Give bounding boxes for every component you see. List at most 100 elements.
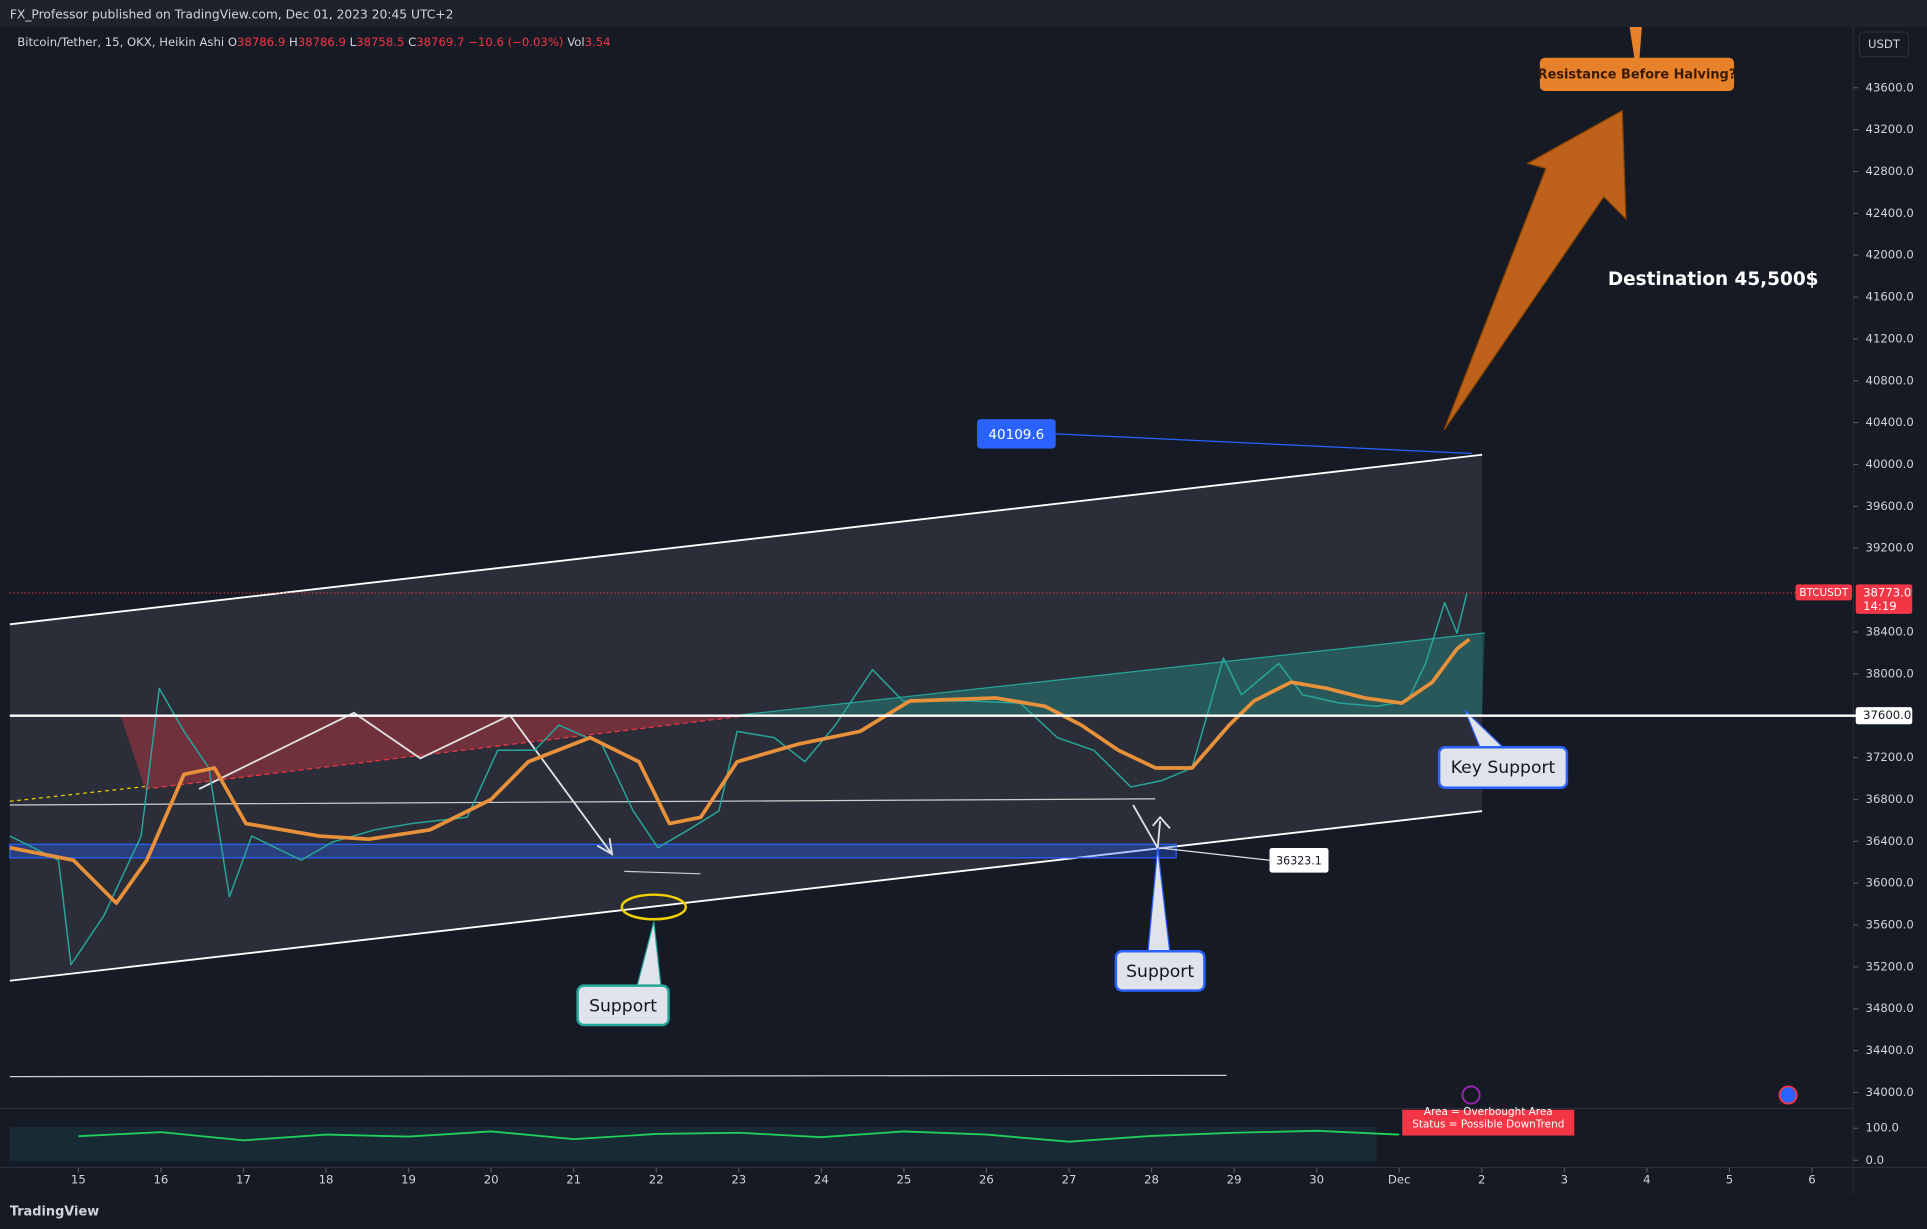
price-note: 40109.6 [988, 427, 1044, 443]
price-note-box [977, 419, 1056, 449]
callout-text: Support [589, 997, 657, 1017]
y-tick-label: 42000.0 [1866, 248, 1914, 262]
price-note-line [1055, 433, 1473, 455]
legend-key: Vol [567, 34, 584, 48]
footer [0, 1194, 1927, 1229]
x-tick-label: 5 [1726, 1172, 1733, 1186]
symbol-tag [1795, 584, 1853, 601]
arrow-stem [1629, 27, 1642, 60]
y-tick-label: 41600.0 [1866, 290, 1914, 304]
x-tick-label: 6 [1808, 1172, 1815, 1186]
y-tick-label: 40000.0 [1866, 457, 1914, 471]
series-layer [9, 592, 1854, 1143]
indicator-box [1402, 1109, 1575, 1136]
legend-key: O [228, 34, 237, 48]
channel-top [9, 453, 1483, 626]
y-tick-label: 35200.0 [1866, 959, 1914, 973]
y-tick-label: 39600.0 [1866, 499, 1914, 513]
teal-trend [737, 632, 1485, 716]
y-tick-label: 34800.0 [1866, 1001, 1914, 1015]
y-tick-label: 42800.0 [1866, 164, 1914, 178]
callout-box [1114, 950, 1206, 992]
trend-line [9, 798, 1156, 806]
y-tick-label: 34400.0 [1866, 1043, 1914, 1057]
x-tick-label: 22 [649, 1172, 664, 1186]
x-tick-label: Dec [1388, 1172, 1411, 1186]
y-tick-label: 36000.0 [1866, 876, 1914, 890]
y-tick-label: 43600.0 [1866, 80, 1914, 94]
resistance-label: Resistance Before Halving? [1538, 67, 1737, 82]
x-tick-label: 18 [319, 1172, 334, 1186]
series-line [78, 1129, 1400, 1143]
y-tick-label: 34000.0 [1866, 1085, 1914, 1099]
x-tick-label: 28 [1144, 1172, 1159, 1186]
x-tick-label: 2 [1478, 1172, 1485, 1186]
trend-line [9, 1074, 1227, 1078]
price-line-tag [1855, 707, 1913, 725]
y-tick-label: 0.0 [1866, 1153, 1885, 1167]
dashed-line [9, 785, 146, 802]
arrow-head [1152, 815, 1171, 829]
legend-key: C [408, 34, 416, 48]
x-tick-label: 29 [1227, 1172, 1242, 1186]
channel-fill [9, 454, 1483, 981]
arrow-head [596, 838, 614, 856]
countdown-label: 14:19 [1863, 599, 1897, 613]
legend-value: 38786.9 [237, 34, 285, 48]
callout-text: Support [1126, 962, 1194, 982]
y-tick-label: 35600.0 [1866, 918, 1914, 932]
y-tick-label: 36400.0 [1866, 834, 1914, 848]
x-tick-label: 3 [1561, 1172, 1568, 1186]
x-tick-label: 20 [484, 1172, 499, 1186]
destination-label: Destination 45,500$ [1608, 269, 1819, 290]
x-tick-label: 24 [814, 1172, 829, 1186]
legend-value: 38769.7 [416, 34, 464, 48]
event-icon [1461, 1085, 1481, 1105]
series-line [9, 637, 1471, 905]
legend-change: −10.6 (−0.03%) [468, 34, 563, 48]
y-tick-label: 100.0 [1866, 1121, 1899, 1135]
channel-bottom [9, 810, 1483, 982]
oscillator-band [9, 1126, 1377, 1162]
legend-value: 3.54 [585, 34, 611, 48]
callout-box [576, 984, 670, 1027]
currency-button[interactable] [1858, 31, 1910, 58]
x-tick-label: 23 [731, 1172, 746, 1186]
symbol-label: BTCUSDT [1799, 587, 1849, 599]
x-tick-label: 21 [566, 1172, 581, 1186]
legend-symbol: Bitcoin/Tether, 15, OKX, Heikin Ashi [17, 34, 224, 48]
y-tick-label: 38000.0 [1866, 666, 1914, 680]
legend-value: 38758.5 [356, 34, 404, 48]
y-tick-label: 42400.0 [1866, 206, 1914, 220]
y-tick-label: 37200.0 [1866, 750, 1914, 764]
indicator-text: Area = Overbought Area [1424, 1106, 1553, 1118]
x-tick-label: 26 [979, 1172, 994, 1186]
resistance-box [1539, 57, 1735, 91]
callout-text: Key Support [1451, 758, 1556, 778]
y-tick-label: 40800.0 [1866, 373, 1914, 387]
series-line [9, 593, 1468, 966]
header-bar [0, 0, 1927, 28]
y-tick-label: 36800.0 [1866, 792, 1914, 806]
price-note-line [1160, 847, 1270, 861]
x-tick-label: 4 [1643, 1172, 1650, 1186]
trend-line [624, 870, 701, 875]
currency-label[interactable]: USDT [1868, 37, 1901, 51]
price-note: 36323.1 [1276, 855, 1322, 868]
x-tick-label: 30 [1309, 1172, 1324, 1186]
y-tick-label: 39200.0 [1866, 541, 1914, 555]
indicator-text: Status = Possible DownTrend [1412, 1119, 1564, 1131]
x-tick-label: 16 [153, 1172, 168, 1186]
zigzag [198, 711, 613, 855]
x-tick-label: 19 [401, 1172, 416, 1186]
x-tick-label: 17 [236, 1172, 251, 1186]
x-tick-label: 25 [896, 1172, 911, 1186]
price-note-box [1269, 848, 1329, 873]
callout-box [1437, 745, 1569, 790]
highlight-ellipse [620, 893, 687, 921]
legend-value: 38786.9 [298, 34, 346, 48]
legend-key: L [350, 34, 357, 48]
y-tick-label: 40400.0 [1866, 415, 1914, 429]
last-price-label: 38773.0 [1863, 585, 1911, 599]
